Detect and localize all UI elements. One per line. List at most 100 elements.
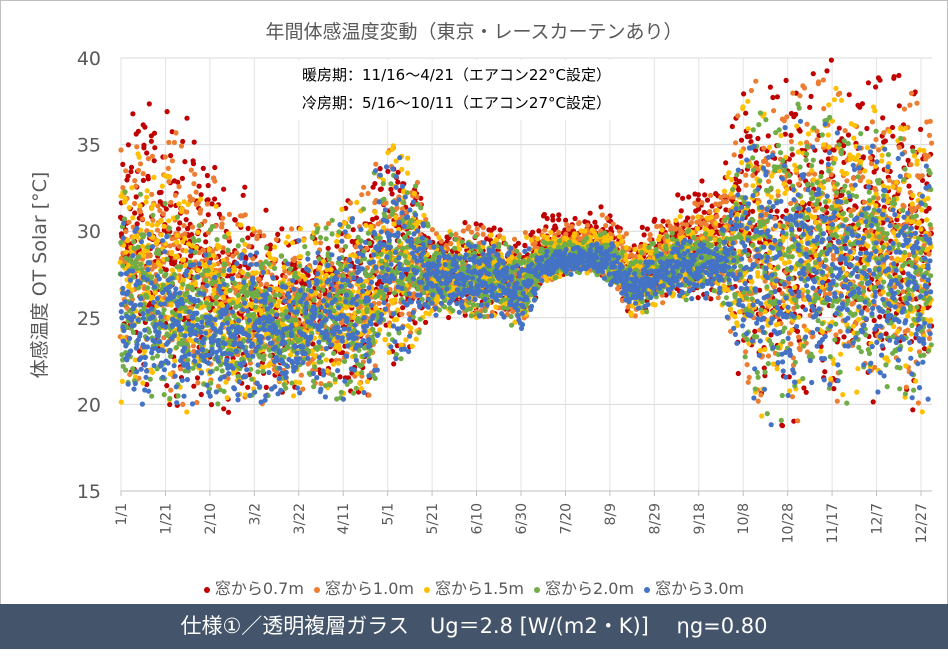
point-窓から1.5m [335, 360, 342, 366]
point-窓から1.0m [230, 253, 236, 259]
point-窓から1.0m [198, 207, 204, 213]
point-窓から0.7m [372, 181, 378, 187]
point-窓から0.7m [205, 212, 211, 218]
point-窓から0.7m [896, 72, 902, 79]
point-窓から0.7m [882, 138, 889, 144]
point-窓から1.0m [433, 231, 439, 237]
point-窓から0.7m [765, 133, 771, 139]
point-窓から1.0m [172, 192, 178, 198]
point-窓から0.7m [337, 374, 343, 380]
point-窓から1.0m [908, 162, 914, 168]
point-窓から1.0m [496, 233, 503, 239]
point-窓から0.7m [831, 386, 837, 392]
point-窓から0.7m [761, 365, 767, 371]
point-窓から0.7m [871, 317, 877, 324]
point-窓から0.7m [753, 147, 759, 153]
point-窓から0.7m [164, 109, 170, 115]
point-窓から0.7m [175, 179, 181, 185]
point-窓から1.0m [178, 366, 184, 372]
point-窓から1.5m [283, 240, 289, 246]
point-窓から1.5m [253, 270, 259, 276]
point-窓から1.0m [178, 143, 185, 149]
point-窓から1.0m [168, 387, 174, 393]
point-窓から0.7m [782, 131, 788, 137]
point-窓から1.0m [120, 185, 126, 191]
point-窓から1.0m [347, 200, 353, 206]
point-窓から0.7m [752, 328, 758, 334]
point-窓から1.0m [406, 311, 412, 317]
point-窓から0.7m [733, 176, 739, 182]
point-窓から1.0m [714, 213, 720, 220]
point-窓から0.7m [593, 224, 599, 230]
point-窓から1.0m [289, 226, 295, 232]
point-窓から1.5m [174, 232, 180, 238]
point-窓から1.0m [429, 227, 435, 233]
point-窓から1.0m [154, 227, 161, 233]
point-窓から1.0m [815, 79, 822, 85]
point-窓から0.7m [177, 220, 183, 226]
point-窓から0.7m [152, 145, 158, 151]
point-窓から1.0m [318, 381, 324, 387]
point-窓から1.5m [155, 238, 161, 244]
point-窓から0.7m [400, 305, 406, 311]
point-窓から0.7m [873, 84, 879, 90]
point-窓から0.7m [905, 157, 911, 163]
point-窓から0.7m [120, 161, 126, 167]
point-窓から0.7m [550, 217, 556, 223]
point-窓から0.7m [349, 238, 355, 245]
point-窓から0.7m [592, 219, 598, 225]
point-窓から1.0m [387, 286, 393, 293]
point-窓から1.0m [827, 290, 833, 297]
point-窓から0.7m [134, 221, 140, 227]
point-窓から1.0m [833, 332, 839, 338]
point-窓から1.0m [317, 292, 323, 298]
point-窓から1.0m [372, 363, 378, 369]
point-窓から1.5m [150, 202, 156, 208]
point-窓から1.0m [173, 130, 179, 136]
point-窓から1.5m [289, 240, 296, 246]
point-窓から1.5m [297, 380, 303, 386]
point-窓から1.0m [758, 392, 764, 398]
point-窓から1.0m [150, 217, 156, 223]
point-窓から0.7m [846, 92, 852, 98]
point-窓から1.0m [317, 240, 324, 246]
point-窓から1.5m [139, 243, 146, 249]
point-窓から1.5m [272, 244, 278, 250]
point-窓から1.5m [126, 205, 132, 211]
point-窓から1.0m [914, 100, 920, 106]
point-窓から0.7m [702, 192, 708, 198]
point-窓から0.7m [389, 191, 395, 197]
point-窓から1.0m [688, 219, 695, 226]
point-窓から0.7m [515, 240, 522, 246]
point-窓から1.0m [300, 386, 306, 392]
point-窓から1.0m [242, 212, 248, 218]
point-窓から1.0m [166, 179, 172, 185]
point-窓から0.7m [791, 418, 797, 424]
point-窓から0.7m [738, 153, 744, 159]
point-窓から1.0m [873, 136, 879, 143]
point-窓から0.7m [205, 197, 211, 203]
point-窓から0.7m [755, 135, 761, 142]
point-窓から0.7m [132, 210, 138, 216]
point-窓から1.0m [746, 374, 752, 380]
point-窓から0.7m [831, 147, 837, 153]
point-窓から1.0m [844, 178, 850, 184]
point-窓から0.7m [841, 334, 847, 340]
point-窓から1.5m [145, 220, 151, 227]
point-窓から1.5m [250, 226, 256, 232]
point-窓から1.5m [211, 252, 217, 259]
point-窓から1.0m [522, 230, 529, 236]
point-窓から1.0m [171, 139, 177, 146]
point-窓から1.0m [480, 224, 486, 231]
point-窓から1.5m [271, 256, 277, 262]
point-窓から0.7m [350, 227, 356, 233]
point-窓から1.0m [842, 128, 848, 134]
point-窓から1.0m [690, 215, 696, 221]
point-窓から0.7m [779, 423, 786, 429]
point-窓から1.0m [140, 171, 146, 177]
point-窓から0.7m [188, 253, 194, 259]
point-窓から0.7m [675, 192, 681, 198]
point-窓から0.7m [180, 138, 186, 145]
point-窓から0.7m [125, 173, 131, 179]
point-窓から0.7m [205, 182, 211, 189]
